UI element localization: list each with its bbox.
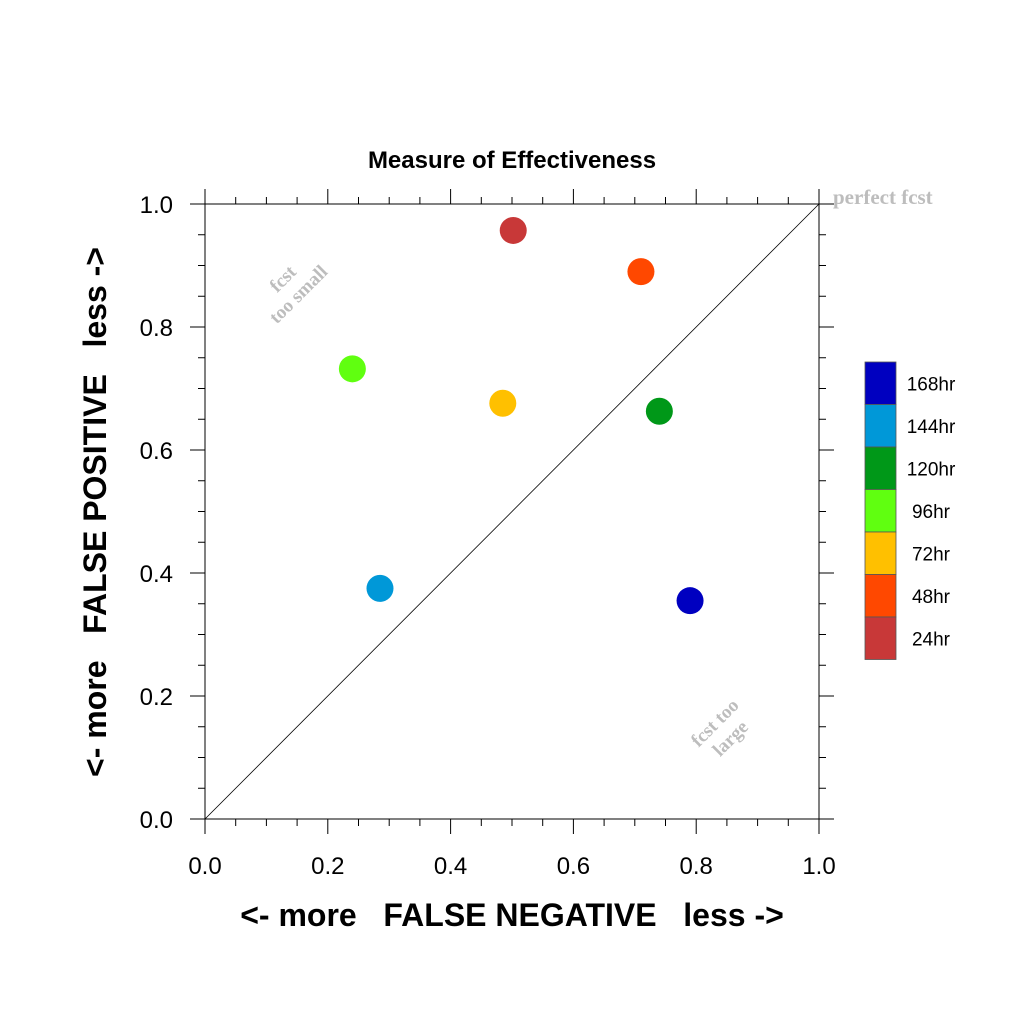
legend-label-72hr: 72hr bbox=[912, 544, 951, 565]
y-tick-label: 0.4 bbox=[140, 561, 173, 588]
point-48hr bbox=[627, 258, 655, 286]
x-axis-label: <- more FALSE NEGATIVE less -> bbox=[240, 897, 784, 933]
axes: 0.0 0.2 0.4 0.6 0.8 1.0 0.0 0.2 0.4 0.6 0.8 1.0 bbox=[140, 189, 836, 880]
y-tick-label: 0.0 bbox=[140, 807, 173, 834]
y-tick-label: 0.6 bbox=[140, 438, 173, 465]
legend-swatch-168hr bbox=[864, 361, 897, 405]
x-tick-label: 0.6 bbox=[557, 853, 590, 880]
x-tick-label: 0.2 bbox=[311, 853, 344, 880]
legend-label-48hr: 48hr bbox=[912, 587, 951, 608]
legend-swatch-72hr bbox=[864, 531, 897, 575]
legend-label-96hr: 96hr bbox=[912, 502, 951, 523]
legend-swatch-120hr bbox=[864, 446, 897, 490]
legend-label-144hr: 144hr bbox=[907, 417, 956, 438]
x-tick-label: 0.4 bbox=[434, 853, 467, 880]
point-72hr bbox=[489, 389, 517, 417]
y-tick-label: 0.2 bbox=[140, 684, 173, 711]
point-24hr bbox=[499, 216, 527, 244]
legend-swatch-48hr bbox=[864, 574, 897, 618]
legend-swatch-144hr bbox=[864, 404, 897, 448]
legend-label-168hr: 168hr bbox=[907, 374, 956, 395]
point-144hr bbox=[366, 574, 394, 602]
point-96hr bbox=[338, 355, 366, 383]
chart-title: Measure of Effectiveness bbox=[368, 147, 656, 174]
y-tick-label: 1.0 bbox=[140, 192, 173, 219]
data-points bbox=[338, 216, 704, 615]
legend-swatch-24hr bbox=[864, 616, 897, 660]
diagonal-reference-line bbox=[204, 203, 820, 820]
x-tick-label: 0.0 bbox=[188, 853, 221, 880]
legend-label-24hr: 24hr bbox=[912, 629, 951, 650]
point-120hr bbox=[645, 397, 673, 425]
x-tick-label: 0.8 bbox=[680, 853, 713, 880]
point-168hr bbox=[676, 587, 704, 615]
y-axis-label: <- more FALSE POSITIVE less -> bbox=[77, 247, 113, 777]
legend: 168hr 144hr 120hr 96hr 72hr 48hr 24hr bbox=[864, 361, 956, 660]
legend-label-120hr: 120hr bbox=[907, 459, 956, 480]
legend-swatch-96hr bbox=[864, 489, 897, 533]
y-tick-label: 0.8 bbox=[140, 315, 173, 342]
x-tick-label: 1.0 bbox=[802, 853, 835, 880]
perfect-forecast-annotation: perfect fcst bbox=[833, 185, 933, 209]
